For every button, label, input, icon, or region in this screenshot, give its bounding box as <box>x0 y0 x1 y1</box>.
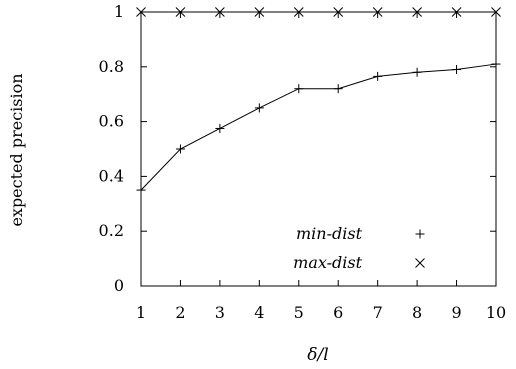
x-axis-title: δ/l <box>307 345 328 365</box>
data-point-max-dist <box>215 7 225 17</box>
y-tick-label: 1 <box>114 2 124 21</box>
x-tick-label: 10 <box>486 303 506 322</box>
plot-frame <box>140 11 497 287</box>
x-tick-label: 8 <box>412 303 422 322</box>
data-point-min-dist <box>215 123 225 133</box>
data-point-max-dist-d2 <box>412 7 422 17</box>
legend-label-min-dist: min-dist <box>296 224 363 243</box>
data-point-max-dist-d2 <box>372 7 383 17</box>
data-point-max-dist <box>491 7 501 17</box>
data-point-max-dist <box>451 7 462 17</box>
data-point-max-dist-d2 <box>293 7 304 17</box>
x-tick-label: 2 <box>175 303 185 322</box>
data-point-max-dist-d2 <box>451 7 462 17</box>
data-point-max-dist <box>175 7 186 17</box>
y-axis-title: expected precision <box>7 73 26 226</box>
y-tick-label: 0.2 <box>99 221 124 240</box>
data-point-max-dist-d2 <box>175 7 186 17</box>
x-tick-label: 5 <box>294 303 304 322</box>
data-point-max-dist-d2 <box>215 7 225 17</box>
series-line-min-dist <box>140 63 497 191</box>
data-point-max-dist <box>412 7 422 17</box>
x-tick-label: 4 <box>254 303 264 322</box>
data-point-max-dist <box>372 7 383 17</box>
data-point-max-dist-d2 <box>491 7 501 17</box>
legend: min-dist max-dist <box>293 224 425 272</box>
data-point-min-dist <box>294 84 304 94</box>
y-tick-label: 0.8 <box>99 57 124 76</box>
legend-marker-max-dist-d2 <box>415 258 425 268</box>
data-point-max-dist-d2 <box>333 7 344 17</box>
x-tick-label: 3 <box>215 303 225 322</box>
legend-label-max-dist: max-dist <box>293 253 362 272</box>
data-point-max-dist <box>136 7 146 17</box>
x-tick-label: 1 <box>136 303 146 322</box>
x-tick-label: 9 <box>451 303 461 322</box>
data-point-min-dist <box>491 59 501 69</box>
data-point-min-dist <box>333 84 343 94</box>
y-tick-label: 0 <box>114 276 124 295</box>
data-point-max-dist-d2 <box>254 7 265 17</box>
data-point-min-dist <box>136 185 146 195</box>
data-point-min-dist <box>175 144 185 154</box>
x-tick-label: 7 <box>373 303 383 322</box>
legend-marker-min-dist <box>415 229 425 239</box>
axis-ticks: 1 2 3 4 5 6 7 8 9 10 0 0.2 0.4 0.6 0.8 1 <box>99 2 507 322</box>
y-tick-label: 0.4 <box>99 166 124 185</box>
legend-marker-max-dist <box>415 258 425 268</box>
y-tick-label: 0.6 <box>99 112 124 131</box>
data-point-min-dist <box>412 67 422 77</box>
series-layer <box>136 7 501 195</box>
data-point-min-dist <box>373 71 383 81</box>
data-point-max-dist <box>293 7 304 17</box>
data-point-max-dist <box>254 7 265 17</box>
x-tick-label: 6 <box>333 303 343 322</box>
data-point-min-dist <box>254 103 264 113</box>
data-point-min-dist <box>452 65 462 75</box>
data-point-max-dist <box>333 7 344 17</box>
data-point-max-dist-d2 <box>136 7 146 17</box>
